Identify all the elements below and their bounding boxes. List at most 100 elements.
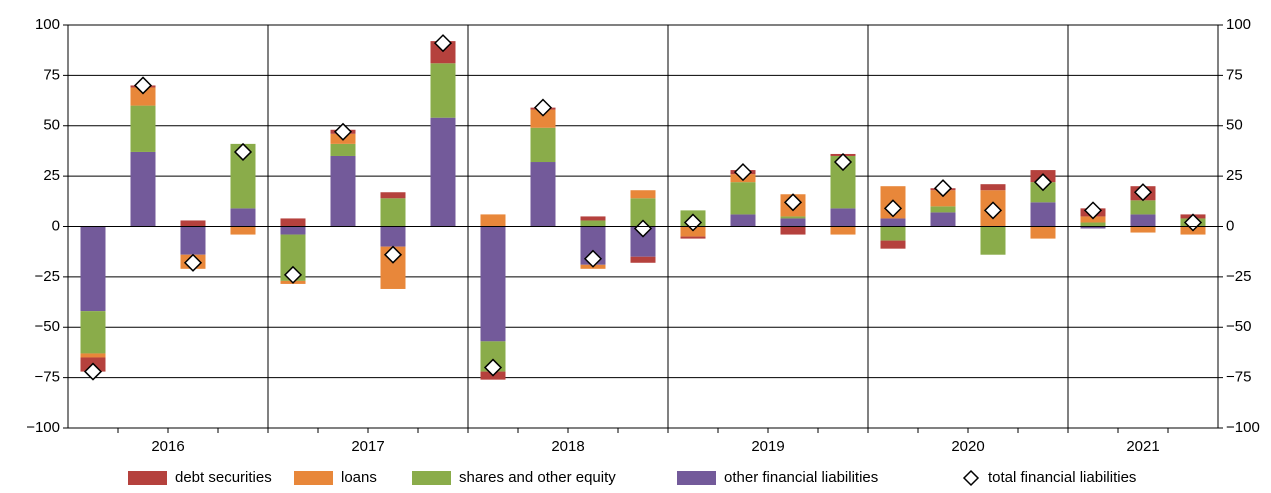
bar-segment bbox=[780, 218, 806, 227]
bar-segment bbox=[880, 226, 906, 241]
bar-segment bbox=[80, 353, 106, 358]
bar-segment bbox=[430, 41, 456, 64]
bar-segment bbox=[930, 206, 956, 213]
total-marker bbox=[883, 199, 903, 218]
bar-segment bbox=[1080, 226, 1106, 229]
total-marker bbox=[333, 122, 353, 141]
y2-tick-label: 0 bbox=[1226, 217, 1234, 234]
legend-label: total financial liabilities bbox=[988, 469, 1136, 486]
x-tick-label: 2019 bbox=[751, 438, 784, 455]
x-tick-label: 2020 bbox=[951, 438, 984, 455]
bar-segment bbox=[680, 236, 706, 239]
bar-segment bbox=[1030, 226, 1056, 239]
bar-segment bbox=[1130, 200, 1156, 215]
bar-segment bbox=[380, 226, 406, 247]
y-tick-label: −75 bbox=[35, 369, 60, 386]
plot-frame bbox=[67, 24, 1219, 429]
y2-tick-label: 25 bbox=[1226, 167, 1243, 184]
total-marker bbox=[533, 98, 553, 117]
bar-segment bbox=[830, 226, 856, 235]
total-marker bbox=[133, 76, 153, 95]
bar-segment bbox=[130, 151, 156, 227]
bar-segment bbox=[1030, 182, 1056, 203]
x-tick-label: 2018 bbox=[551, 438, 584, 455]
legend-label: shares and other equity bbox=[459, 469, 616, 486]
legend-label: debt securities bbox=[175, 469, 272, 486]
bar-segment bbox=[430, 117, 456, 227]
bar-segment bbox=[1080, 222, 1106, 227]
bar-segment bbox=[280, 226, 306, 235]
bar-segment bbox=[880, 218, 906, 227]
y-tick-label: 75 bbox=[43, 66, 60, 83]
bar-segment bbox=[80, 311, 106, 354]
total-marker bbox=[983, 201, 1003, 220]
total-marker bbox=[933, 179, 953, 198]
bar-segment bbox=[330, 155, 356, 227]
bar-segment bbox=[130, 87, 156, 106]
legend-marker bbox=[962, 469, 980, 487]
total-marker bbox=[83, 362, 103, 381]
y2-tick-label: −100 bbox=[1226, 419, 1260, 436]
bar-segment bbox=[580, 220, 606, 227]
x-tick-label: 2016 bbox=[151, 438, 184, 455]
legend-swatch bbox=[294, 471, 333, 485]
total-marker bbox=[1133, 183, 1153, 202]
bar-segment bbox=[930, 212, 956, 227]
legend-label: other financial liabilities bbox=[724, 469, 878, 486]
legend-swatch bbox=[128, 471, 167, 485]
y-tick-label: −100 bbox=[26, 419, 60, 436]
x-tick-label: 2021 bbox=[1126, 438, 1159, 455]
total-marker bbox=[383, 245, 403, 264]
bar-segment bbox=[980, 226, 1006, 255]
bar-segment bbox=[830, 208, 856, 227]
y-tick-label: 25 bbox=[43, 167, 60, 184]
total-marker bbox=[733, 163, 753, 182]
total-marker bbox=[783, 193, 803, 212]
bar-segment bbox=[680, 226, 706, 237]
y2-tick-label: 100 bbox=[1226, 16, 1251, 33]
y-tick-label: 50 bbox=[43, 117, 60, 134]
total-marker bbox=[1033, 173, 1053, 192]
bar-segment bbox=[180, 220, 206, 227]
bar-segment bbox=[930, 190, 956, 207]
bar-segment bbox=[480, 214, 506, 227]
y2-tick-label: −25 bbox=[1226, 268, 1251, 285]
bar-segment bbox=[530, 127, 556, 163]
y-tick-label: 0 bbox=[52, 217, 60, 234]
legend-swatch bbox=[412, 471, 451, 485]
total-marker bbox=[633, 219, 653, 238]
total-marker bbox=[283, 265, 303, 284]
x-tick-label: 2017 bbox=[351, 438, 384, 455]
bar-segment bbox=[530, 109, 556, 128]
bar-segment bbox=[230, 226, 256, 235]
bar-segment bbox=[330, 143, 356, 156]
bar-segment bbox=[1030, 202, 1056, 227]
y2-tick-label: 50 bbox=[1226, 117, 1243, 134]
bar-segment bbox=[580, 216, 606, 221]
bar-segment bbox=[880, 240, 906, 249]
bar-segment bbox=[1080, 216, 1106, 223]
bar-segment bbox=[180, 226, 206, 255]
y2-tick-label: 75 bbox=[1226, 66, 1243, 83]
bar-segment bbox=[1130, 226, 1156, 233]
bar-segment bbox=[630, 256, 656, 263]
bar-segment bbox=[480, 226, 506, 342]
bar-segment bbox=[780, 226, 806, 235]
bar-segment bbox=[1130, 214, 1156, 227]
y2-tick-label: −75 bbox=[1226, 369, 1251, 386]
bar-segment bbox=[430, 63, 456, 118]
bar-segment bbox=[380, 192, 406, 199]
y2-tick-label: −50 bbox=[1226, 318, 1251, 335]
bar-segment bbox=[130, 105, 156, 152]
bar-segment bbox=[230, 208, 256, 227]
total-marker bbox=[1083, 201, 1103, 220]
total-marker bbox=[583, 249, 603, 268]
bar-segment bbox=[280, 218, 306, 227]
bar-segment bbox=[80, 226, 106, 312]
bar-segment bbox=[630, 190, 656, 199]
total-marker bbox=[833, 152, 853, 172]
legend-label: loans bbox=[341, 469, 377, 486]
legend-swatch bbox=[677, 471, 716, 485]
total-marker bbox=[233, 142, 253, 162]
bar-segment bbox=[980, 184, 1006, 191]
